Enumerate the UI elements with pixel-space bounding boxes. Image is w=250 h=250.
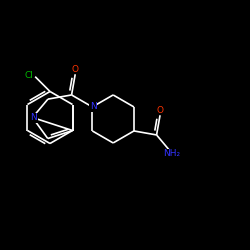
Text: NH₂: NH₂	[163, 149, 180, 158]
Text: N: N	[30, 114, 37, 122]
Text: Cl: Cl	[24, 71, 33, 80]
Text: O: O	[72, 65, 79, 74]
Text: N: N	[90, 102, 97, 112]
Text: O: O	[156, 106, 164, 115]
